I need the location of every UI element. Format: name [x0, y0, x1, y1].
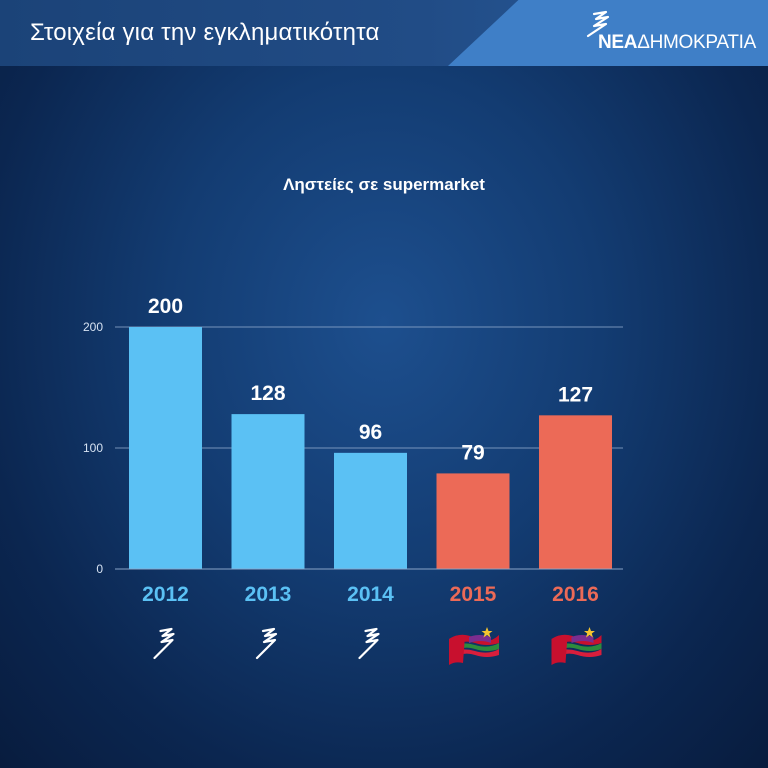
nd-logo: ΝΕΑΔΗΜΟΚΡΑΤΙΑ [584, 10, 756, 56]
syriza-flag-icon [449, 627, 499, 665]
nd-flame-icon [586, 10, 610, 38]
nd-logo-icon [153, 627, 175, 660]
data-label-2015: 79 [461, 441, 484, 464]
syriza-flag-icon [551, 627, 602, 665]
y-tick-label-100: 100 [83, 441, 103, 455]
y-tick-label-0: 0 [96, 562, 103, 576]
data-label-2012: 200 [148, 295, 183, 318]
x-tick-label-2014: 2014 [347, 583, 394, 606]
bar-2016 [539, 415, 612, 569]
page-title: Στοιχεία για την εγκληματικότητα [30, 19, 380, 46]
bar-2015 [436, 473, 510, 569]
data-label-2014: 96 [359, 421, 382, 444]
bar-2012 [129, 327, 202, 569]
x-tick-label-2015: 2015 [450, 583, 497, 606]
x-tick-label-2016: 2016 [552, 583, 599, 606]
x-tick-label-2012: 2012 [142, 583, 189, 606]
logo-regular: ΔΗΜΟΚΡΑΤΙΑ [637, 32, 756, 53]
nd-logo-icon [255, 627, 278, 660]
x-tick-label-2013: 2013 [245, 583, 292, 606]
data-label-2013: 128 [250, 382, 285, 405]
bar-2013 [231, 414, 305, 569]
logo-bold: ΝΕΑ [598, 32, 638, 53]
data-label-2016: 127 [558, 383, 593, 406]
chart-title: Ληστείες σε supermarket [283, 175, 485, 194]
bar-2014 [334, 452, 407, 569]
y-tick-label-200: 200 [83, 320, 103, 334]
logo-wordmark: ΝΕΑΔΗΜΟΚΡΑΤΙΑ [598, 32, 756, 54]
header-bar: Στοιχεία για την εγκληματικότητα ΝΕΑΔΗΜΟ… [0, 0, 768, 66]
nd-logo-icon [358, 627, 380, 660]
